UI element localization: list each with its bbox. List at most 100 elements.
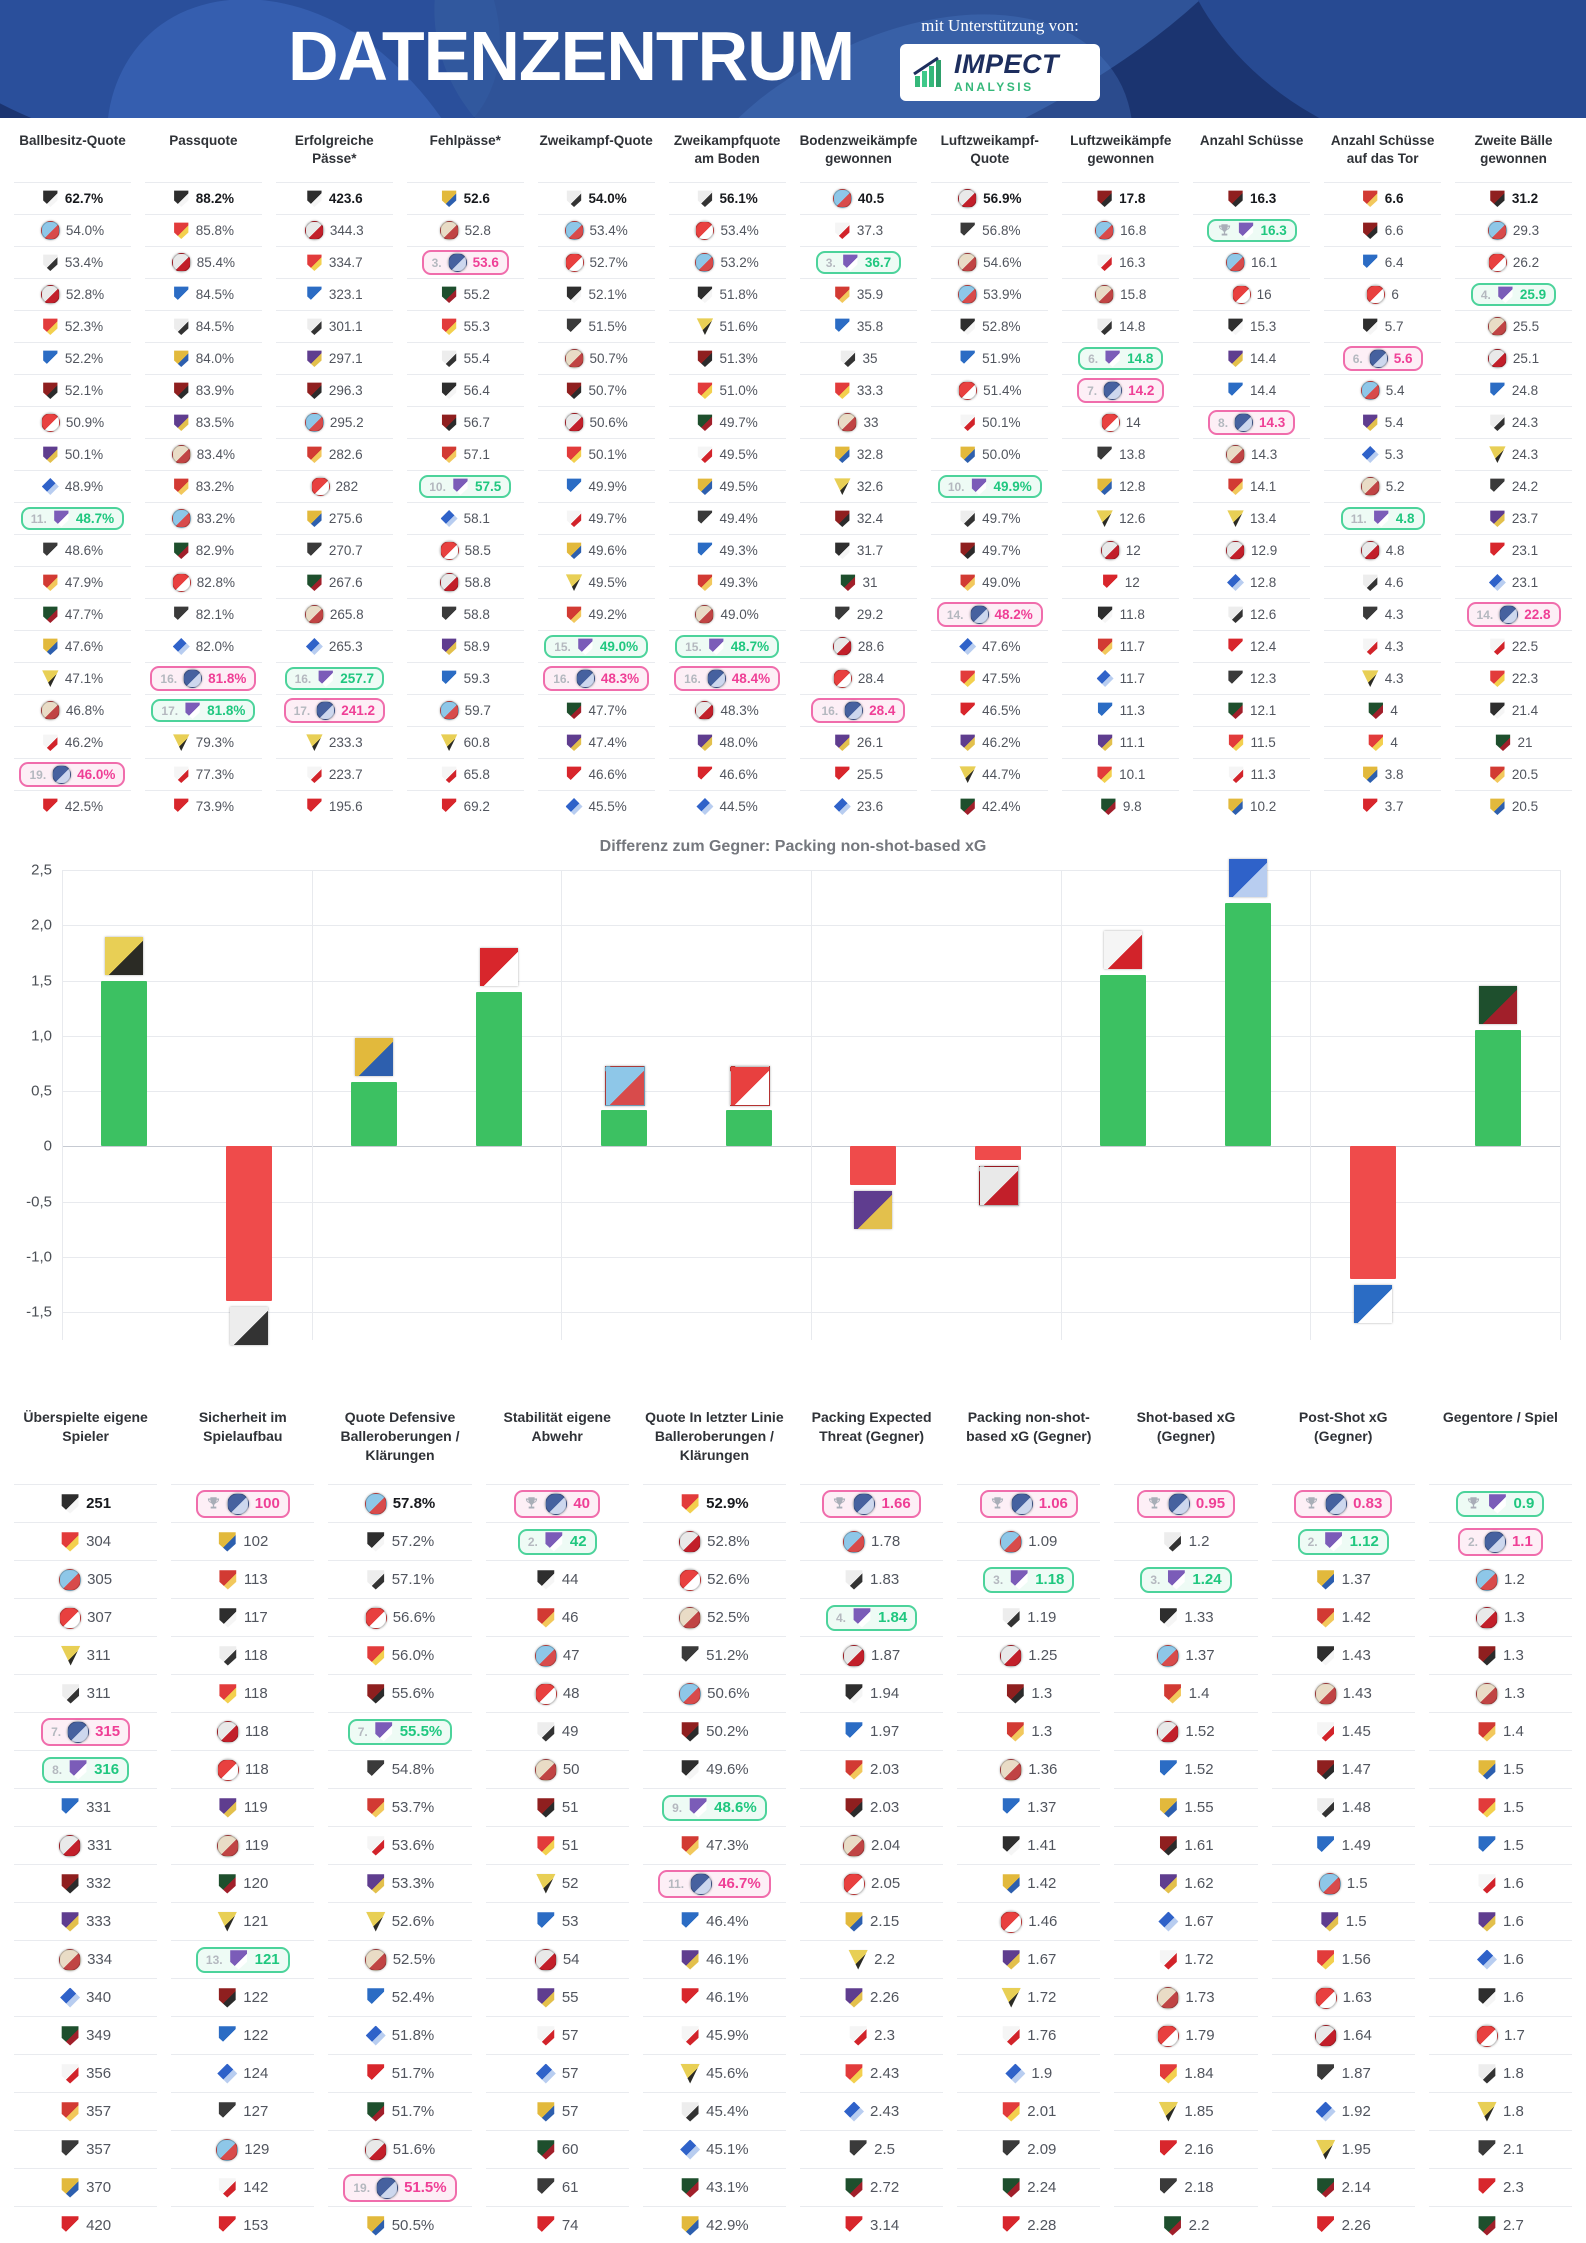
stuttgart-ii-crest <box>845 2064 863 2084</box>
stat-value: 57 <box>561 2103 579 2120</box>
viktoria-koeln-crest <box>171 253 191 272</box>
stat-cell-content: 333 <box>50 1909 121 1935</box>
stat-cell-content: 65.8 <box>431 763 500 786</box>
stat-value: 282 <box>335 479 359 494</box>
stat-value: 42.9% <box>706 2217 749 2234</box>
stat-value: 2.5 <box>874 2141 896 2158</box>
stat-value: 16.3 <box>1250 191 1277 206</box>
stat-value: 1.72 <box>1184 1951 1214 1968</box>
ingolstadt-crest <box>174 382 189 399</box>
stat-value: 62.7% <box>64 191 104 206</box>
stat-cell-content: 57.1% <box>356 1567 445 1593</box>
wehen-wiesbaden-crest <box>367 2064 385 2084</box>
stat-cell-content: 49.5% <box>686 475 767 498</box>
stat-cell: 46.1% <box>642 1940 786 1978</box>
stat-cell-content: 1.73 <box>1147 1984 1224 2012</box>
stat-cell: 282 <box>275 470 393 502</box>
stat-cell: 1.3 <box>1428 1636 1572 1674</box>
stat-value: 1.41 <box>1027 1837 1057 1854</box>
stat-cell-content: 47.7% <box>32 603 113 626</box>
sponsor-block: mit Unterstützung von: IMPECT ANALYSIS <box>900 16 1100 101</box>
sc-verl-crest <box>174 190 189 207</box>
stat-cell: 13.4 <box>1193 502 1311 534</box>
stat-cell: 6. 5.6 <box>1324 342 1442 374</box>
stat-cell: 5.4 <box>1324 406 1442 438</box>
jahn-regensburg-crest <box>441 766 457 783</box>
metric-column: Packing non-shot-based xG (Gegner) 1.06 1.… <box>957 1408 1101 2243</box>
stat-value: 1.37 <box>1185 1647 1215 1664</box>
rank-label: 19. <box>353 2180 371 2195</box>
saarbruecken-crest <box>1000 1758 1023 1781</box>
havelse-crest <box>1002 1874 1020 1894</box>
stat-cell-content: 1.6 <box>1467 1947 1534 1973</box>
1860-muenchen-crest <box>230 1307 269 1346</box>
stat-value: 5.3 <box>1384 447 1404 462</box>
havelse-crest <box>960 446 975 463</box>
xg-diff-bar <box>725 1109 772 1147</box>
viktoria-koeln-crest <box>832 637 852 656</box>
1860-muenchen-crest <box>1164 1532 1181 1552</box>
stat-cell-content: 82.0% <box>163 635 244 658</box>
hansa-rostock-crest <box>171 509 191 528</box>
stat-value: 28.6 <box>857 639 885 654</box>
vfl-osnabrueck-crest <box>1167 1570 1185 1590</box>
stat-cell-content: 334 <box>49 1946 122 1974</box>
stat-value: 53.4% <box>589 223 628 238</box>
stat-cell-content: 49.7% <box>949 507 1030 530</box>
highlight-pink-box: 16. 48.3% <box>543 666 650 691</box>
saarbruecken-crest <box>842 1834 865 1857</box>
trophy-icon <box>832 1496 847 1511</box>
stat-cell: 6. 14.8 <box>1062 342 1180 374</box>
stat-cell: 340 <box>14 1978 158 2016</box>
stat-cell: 51.6% <box>328 2130 472 2168</box>
stat-cell-content: 1.46 <box>990 1908 1067 1936</box>
stat-cell: 45.4% <box>642 2092 786 2130</box>
ssv-ulm-crest <box>1478 2140 1496 2160</box>
stat-value: 52.8% <box>65 287 105 302</box>
stat-cell-content: 5.2 <box>1351 474 1415 499</box>
stat-value: 24.3 <box>1511 447 1539 462</box>
msv-duisburg-crest <box>52 765 72 784</box>
stat-cell-content: 52.8% <box>31 282 114 307</box>
stat-value: 53.4% <box>720 223 759 238</box>
jahn-regensburg-crest <box>681 2026 699 2046</box>
stat-cell-content: 59.7 <box>430 698 501 723</box>
rot-weiss-essen-crest <box>842 1872 865 1895</box>
stat-cell-content: 304 <box>50 1529 121 1555</box>
stat-cell: 49.7% <box>931 534 1049 566</box>
erzgebirge-aue-crest <box>174 414 189 431</box>
stat-cell-content: 45.4% <box>670 2099 759 2125</box>
stat-value: 52.6% <box>707 1571 750 1588</box>
stat-cell: 51.0% <box>668 374 786 406</box>
schweinfurt-05-crest <box>218 1874 236 1894</box>
stat-value: 50.7% <box>588 383 627 398</box>
stat-value: 1.94 <box>869 1685 900 1702</box>
havelse-crest <box>218 1532 236 1552</box>
stat-cell: 51.9% <box>931 342 1049 374</box>
stat-cell: 118 <box>171 1636 315 1674</box>
alemannia-aachen-crest <box>105 936 144 975</box>
stat-cell: 2.72 <box>799 2168 944 2206</box>
stuttgart-ii-crest <box>537 1836 555 1856</box>
stat-cell: 49.7% <box>931 502 1049 534</box>
metric-column: Sicherheit im Spielaufbau 100 102 113 117 118… <box>171 1408 315 2243</box>
stat-cell-content: 33.3 <box>824 379 893 402</box>
stat-cell-content: 2.5 <box>838 2137 905 2163</box>
stat-cell-content: 11.7 <box>1087 667 1155 690</box>
stat-value: 42.5% <box>64 799 104 814</box>
stat-cell: 118 <box>171 1750 315 1788</box>
stat-cell-content: 124 <box>207 2061 278 2087</box>
stat-value: 270.7 <box>328 543 363 558</box>
vfl-osnabrueck-crest <box>1105 350 1120 367</box>
stat-cell: 11. 48.7% <box>14 502 131 534</box>
stat-cell-content: 119 <box>207 1832 279 1860</box>
stat-cell: 57 <box>485 2054 629 2092</box>
stat-value: 5.6 <box>1393 351 1413 366</box>
stat-cell: 51.2% <box>642 1636 786 1674</box>
stat-cell: 1.56 <box>1271 1940 1415 1978</box>
viktoria-koeln-crest <box>1226 541 1246 560</box>
metric-column-header: Ballbesitz-Quote <box>19 133 126 148</box>
xg-diff-bar <box>351 1082 398 1147</box>
stat-cell-content: 4 <box>1357 731 1408 754</box>
stat-cell: 19. 46.0% <box>14 758 131 790</box>
